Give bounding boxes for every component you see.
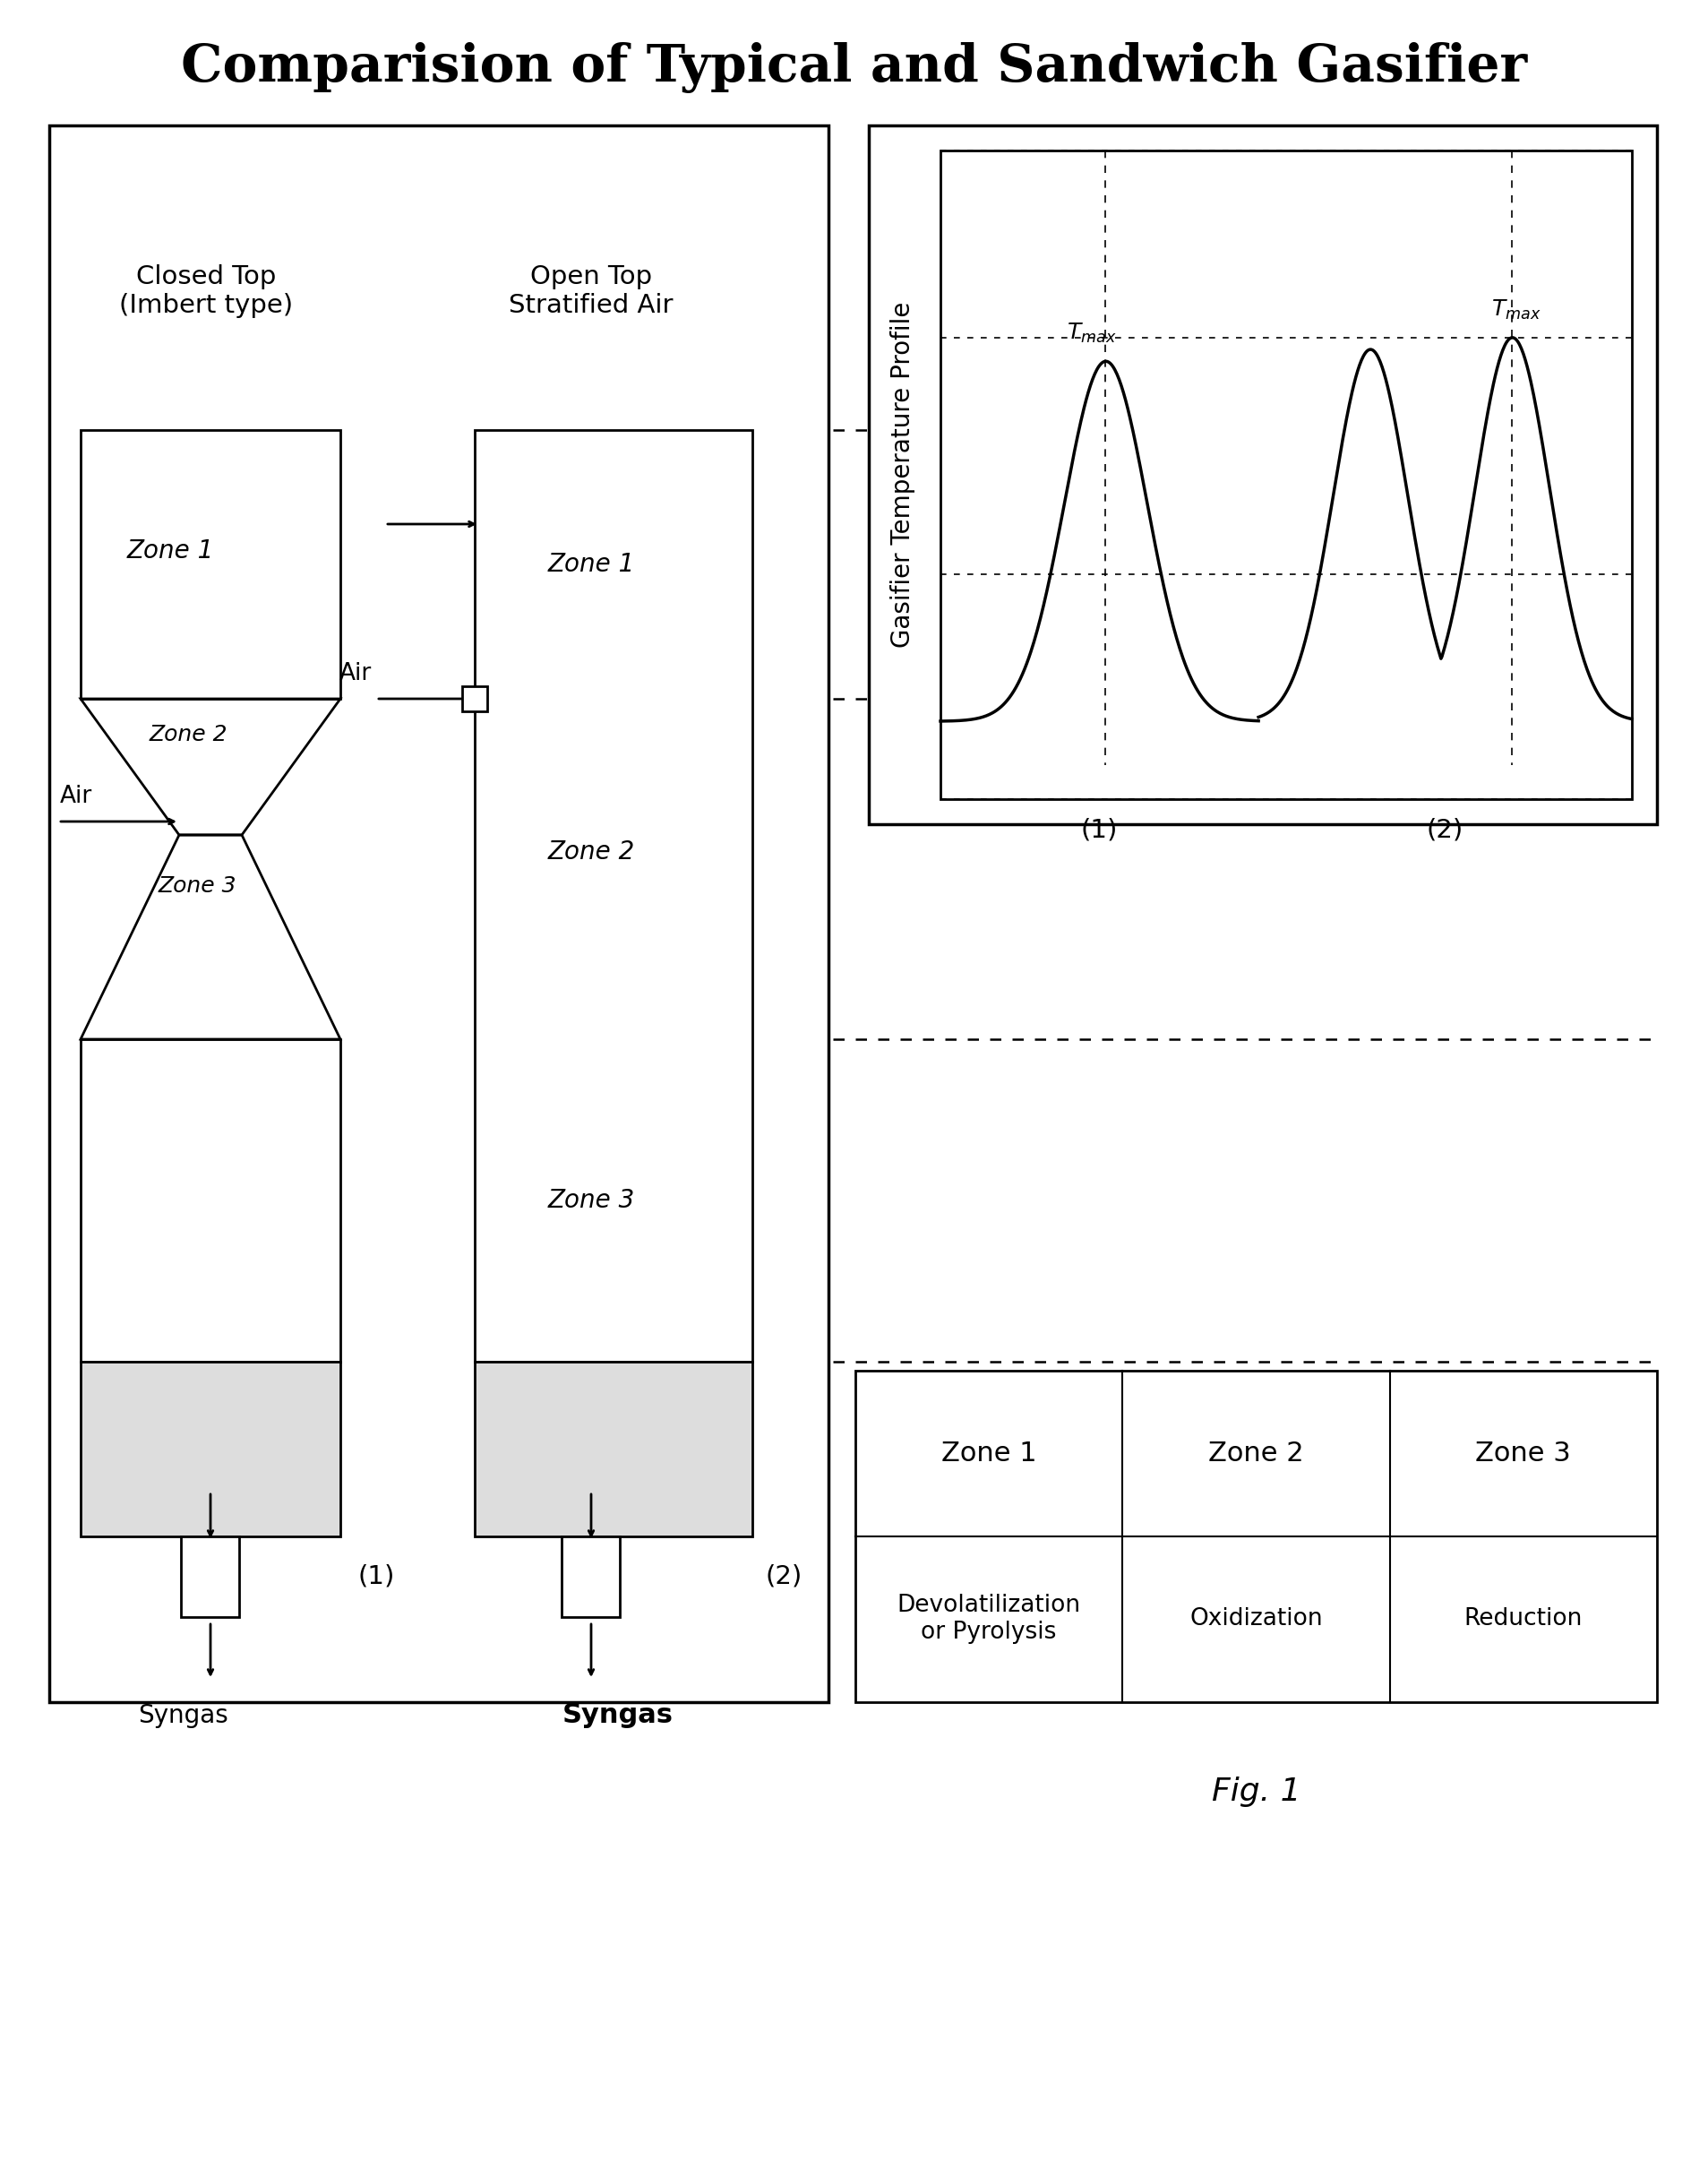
Bar [939,765,1631,800]
Text: Zone 2: Zone 2 [1208,1440,1303,1466]
Bar [80,429,340,698]
Text: Oxidization: Oxidization [1189,1609,1322,1630]
Text: Gasifier Temperature Profile: Gasifier Temperature Profile [890,301,915,648]
Text: (1): (1) [1081,817,1117,843]
Bar [181,1537,239,1617]
Bar [475,429,752,1362]
Text: Zone 2: Zone 2 [149,724,227,746]
Text: Open Top
Stratified Air: Open Top Stratified Air [509,264,673,319]
Text: Devolatilization
or Pyrolysis: Devolatilization or Pyrolysis [897,1593,1079,1643]
Bar [856,1370,1657,1702]
Text: (2): (2) [765,1563,801,1589]
Bar [50,126,828,1702]
Bar [939,150,1257,800]
Bar [939,330,1163,583]
Text: Air: Air [60,785,92,809]
Text: Comparision of Typical and Sandwich Gasifier: Comparision of Typical and Sandwich Gasi… [181,41,1527,93]
Bar [475,1362,752,1537]
Bar [1295,319,1537,588]
Bar [80,1038,340,1362]
Text: (2): (2) [1426,817,1462,843]
Text: Fig. 1: Fig. 1 [1211,1776,1300,1806]
Text: Zone 2: Zone 2 [547,839,634,865]
Text: (1): (1) [357,1563,395,1589]
Bar [461,687,487,711]
Text: Air: Air [340,661,372,685]
Bar [80,1362,340,1537]
Text: T$_{max}$: T$_{max}$ [1066,321,1117,345]
Text: Syngas: Syngas [562,1702,673,1728]
Bar [562,1537,620,1617]
Text: T$_{max}$: T$_{max}$ [1491,297,1541,321]
Bar [1257,150,1631,800]
Text: Zone 3: Zone 3 [547,1188,634,1214]
Bar [939,150,1631,800]
Text: Reduction: Reduction [1464,1609,1582,1630]
Text: Zone 3: Zone 3 [157,876,236,898]
Text: Zone 1: Zone 1 [126,538,214,564]
Text: Zone 1: Zone 1 [941,1440,1037,1466]
Text: Dead
Char
Zone: Dead Char Zone [485,1407,564,1492]
Text: Syngas: Syngas [138,1704,229,1728]
Text: Zone 3: Zone 3 [1474,1440,1570,1466]
Text: Zone 1: Zone 1 [547,553,634,577]
Bar [868,126,1657,824]
Text: Closed Top
(Imbert type): Closed Top (Imbert type) [120,264,292,319]
